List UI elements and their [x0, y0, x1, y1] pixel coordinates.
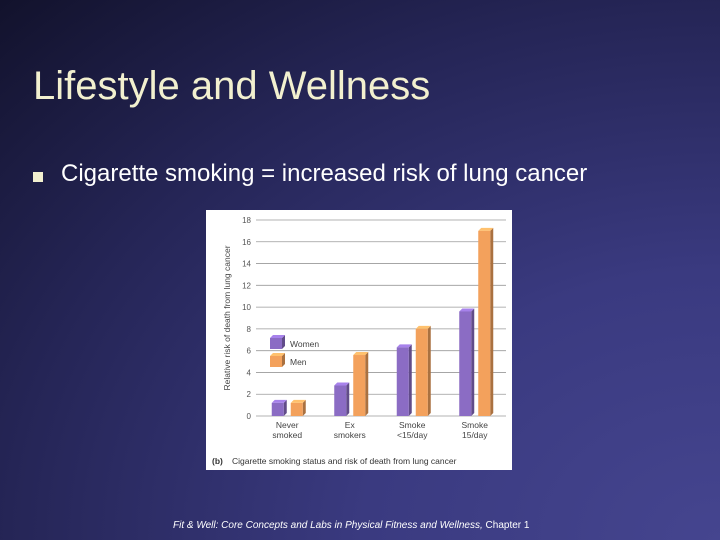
bar-women-side	[408, 344, 412, 416]
bar-men-top	[415, 325, 431, 329]
y-tick-label: 16	[242, 238, 251, 247]
x-tick-label: Ex	[345, 420, 356, 430]
bar-women-side	[471, 308, 475, 416]
x-tick-label: 15/day	[462, 430, 488, 440]
footer-citation: Fit & Well: Core Concepts and Labs in Ph…	[173, 520, 529, 531]
slide-title: Lifestyle and Wellness	[33, 64, 431, 108]
bar-women	[459, 311, 472, 416]
bar-men-top	[353, 352, 369, 356]
bar-men-side	[490, 227, 494, 416]
bar-men-side	[365, 352, 369, 416]
figure-label: (b)	[212, 456, 223, 466]
square-bullet-icon	[33, 172, 43, 182]
y-axis-label: Relative risk of death from lung cancer	[222, 245, 232, 390]
legend-swatch-men	[270, 356, 282, 367]
legend-label: Men	[290, 357, 307, 367]
lung-cancer-risk-chart: 0 2 4 6 8 10 12 14 16 18 Relative risk of death fr…	[206, 210, 512, 470]
bar-women-top	[334, 382, 350, 386]
bar-men-side	[302, 399, 306, 416]
x-tick-label: <15/day	[397, 430, 428, 440]
legend-swatch-top	[270, 353, 285, 356]
y-tick-label: 0	[247, 412, 252, 421]
bar-men-top	[478, 227, 494, 231]
y-tick-label: 2	[247, 390, 252, 399]
bullet-text: Cigarette smoking = increased risk of lu…	[61, 160, 588, 187]
legend-swatch-side	[282, 335, 285, 349]
bar-men	[415, 328, 428, 416]
y-tick-label: 14	[242, 260, 251, 269]
x-tick-label: smoked	[272, 430, 302, 440]
y-tick-label: 8	[247, 325, 252, 334]
chart-svg: 0 2 4 6 8 10 12 14 16 18 Relative risk of death fr…	[212, 216, 506, 466]
x-tick-label: smokers	[334, 430, 366, 440]
bar-men	[478, 230, 491, 416]
legend-label: Women	[290, 339, 319, 349]
legend-swatch-top	[270, 335, 285, 338]
bar-men	[290, 402, 303, 416]
footer-book-title: Fit & Well: Core Concepts and Labs in Ph…	[173, 520, 483, 531]
bar-women-top	[396, 344, 412, 348]
bar-women-side	[346, 382, 350, 416]
y-tick-label: 10	[242, 303, 251, 312]
y-tick-label: 18	[242, 216, 251, 225]
legend-swatch-women	[270, 338, 282, 349]
bar-women	[334, 385, 347, 416]
bar-women-side	[283, 399, 287, 416]
y-tick-label: 4	[247, 368, 252, 377]
bar-men-top	[290, 399, 306, 403]
bar-women	[396, 347, 409, 416]
x-tick-label: Never	[276, 420, 299, 430]
bar-men-side	[427, 325, 431, 416]
x-tick-label: Smoke	[399, 420, 426, 430]
footer-chapter: Chapter 1	[482, 520, 530, 531]
y-tick-label: 12	[242, 281, 251, 290]
chart-caption: Cigarette smoking status and risk of dea…	[232, 456, 457, 466]
bar-men	[353, 355, 366, 416]
y-tick-label: 6	[247, 347, 252, 356]
x-tick-label: Smoke	[462, 420, 489, 430]
bar-women-top	[271, 399, 287, 403]
bar-women-top	[459, 308, 475, 312]
bar-women	[271, 402, 284, 416]
legend-swatch-side	[282, 353, 285, 367]
